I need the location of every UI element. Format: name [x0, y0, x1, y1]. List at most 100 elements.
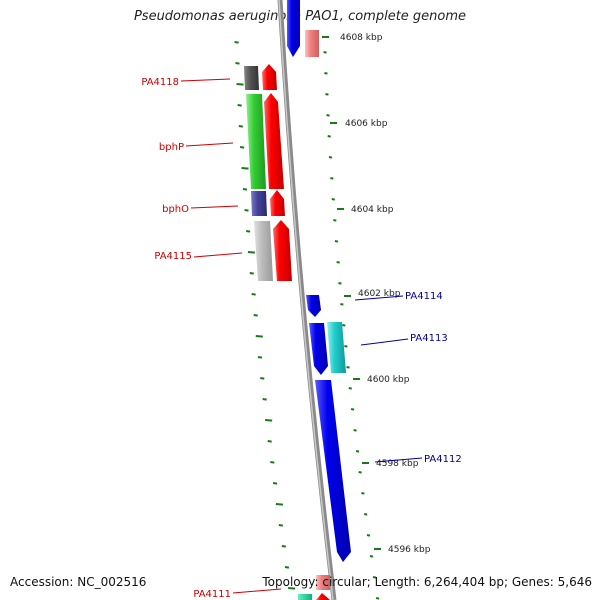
guide-dash: [246, 230, 251, 233]
gene-arrow-red-pa4118[interactable]: [262, 64, 277, 90]
gene-block-purple-bpho[interactable]: [251, 191, 267, 216]
guide-dash: [372, 576, 377, 579]
accession-text: Accession: NC_002516: [10, 575, 147, 589]
left-dash-guide: [234, 41, 296, 590]
genome-summary-text: Topology: circular; Length: 6,264,404 bp…: [262, 575, 592, 589]
gene-block-gray-pa4118[interactable]: [244, 66, 259, 90]
tick-label: 4600 kbp: [367, 375, 410, 385]
guide-dash: [237, 104, 242, 107]
backbone-highlight: [278, 0, 334, 600]
guide-dash: [270, 461, 275, 464]
guide-dash: [235, 62, 240, 65]
guide-dash: [344, 345, 348, 348]
guide-dash: [361, 492, 365, 495]
right-dash-guide: [323, 51, 380, 600]
gene-label-pa4113[interactable]: PA4113: [410, 333, 448, 344]
guide-dash: [355, 450, 360, 453]
guide-dash: [331, 198, 335, 201]
guide-dash: [288, 587, 296, 590]
guide-dash: [348, 387, 352, 390]
guide-dash: [272, 482, 278, 485]
gene-arrow-blue-pa4114[interactable]: [306, 295, 321, 317]
gene-label-bphp[interactable]: bphP: [159, 142, 184, 153]
tick-label: 4604 kbp: [351, 205, 394, 215]
gene-label-pa4115[interactable]: PA4115: [154, 251, 192, 262]
guide-dash: [328, 156, 333, 159]
guide-dash: [340, 303, 344, 306]
guide-dash: [253, 314, 258, 317]
guide-dash: [257, 356, 263, 359]
guide-dash: [369, 555, 374, 558]
guide-dash: [249, 272, 254, 275]
tick-label: 4602 kbp: [358, 289, 401, 299]
gene-arrow-red-bottom[interactable]: [316, 593, 330, 600]
guide-dash: [239, 146, 245, 149]
guide-dash: [336, 261, 340, 264]
guide-dash: [281, 545, 286, 548]
tick-label: 4598 kbp: [376, 459, 419, 469]
gene-block-teal-bottom[interactable]: [298, 594, 312, 600]
guide-dash: [326, 114, 330, 117]
leader-line-pa4118: [180, 78, 231, 82]
guide-dash: [262, 398, 267, 401]
gene-arrow-blue-top[interactable]: [287, 0, 300, 57]
gene-block-pink-bottom[interactable]: [316, 575, 330, 590]
guide-dash: [255, 335, 263, 338]
gene-label-pa4111[interactable]: PA4111: [193, 589, 231, 600]
guide-dash: [375, 597, 380, 600]
guide-dash: [241, 167, 249, 170]
gene-block-lightgray-pa4115[interactable]: [254, 221, 273, 281]
tick-label: 4608 kbp: [340, 33, 383, 43]
guide-dash: [323, 51, 327, 54]
guide-dash: [275, 503, 283, 506]
tick-label: 4596 kbp: [388, 545, 431, 555]
guide-dash: [330, 177, 334, 180]
guide-dash: [267, 440, 272, 443]
guide-dash: [346, 366, 350, 369]
leader-line-pa4112: [374, 457, 423, 463]
guide-dash: [234, 41, 239, 44]
gene-arrow-red-bpho[interactable]: [270, 190, 285, 216]
gene-arrow-red-pa4115[interactable]: [273, 220, 292, 281]
tick-label: 4606 kbp: [345, 119, 388, 129]
guide-dash: [284, 566, 290, 569]
gene-block-green-bphp[interactable]: [246, 94, 266, 189]
guide-dash: [342, 324, 346, 327]
leader-line-bphp: [185, 142, 234, 147]
guide-dash: [350, 408, 355, 411]
guide-dash: [265, 419, 273, 422]
leader-line-bpho: [190, 205, 239, 209]
guide-dash: [334, 240, 339, 243]
gene-label-pa4114[interactable]: PA4114: [405, 291, 443, 302]
guide-dash: [242, 188, 248, 191]
leader-line-pa4115: [193, 252, 243, 258]
gene-label-pa4112[interactable]: PA4112: [424, 454, 462, 465]
guide-dash: [338, 282, 342, 285]
guide-dash: [324, 72, 328, 75]
guide-dash: [278, 524, 283, 527]
guide-dash: [327, 135, 331, 138]
guide-dash: [247, 251, 256, 254]
gene-arrow-blue-pa4112[interactable]: [315, 380, 351, 562]
gene-label-bpho[interactable]: bphO: [162, 204, 189, 215]
guide-dash: [358, 471, 362, 474]
gene-label-pa4118[interactable]: PA4118: [141, 77, 179, 88]
guide-dash: [325, 93, 329, 96]
gene-block-cyan-pa4113[interactable]: [327, 322, 346, 373]
leader-line-pa4114: [354, 295, 404, 301]
guide-dash: [366, 534, 371, 537]
guide-dash: [251, 293, 256, 296]
guide-dash: [353, 429, 357, 432]
guide-dash: [363, 513, 368, 516]
tick-group: 4608 kbp 4606 kbp 4604 kbp 4602 kbp 4600…: [322, 33, 431, 555]
backbone-line: [277, 0, 337, 600]
guide-dash: [333, 219, 337, 222]
guide-dash: [244, 209, 249, 212]
gene-arrow-blue-pa4113a[interactable]: [309, 323, 328, 375]
gene-arrow-red-bphp[interactable]: [264, 93, 284, 189]
guide-dash: [260, 377, 265, 380]
guide-dash: [238, 125, 243, 128]
leader-line-pa4111: [232, 588, 282, 594]
gene-block-pink-top[interactable]: [305, 30, 319, 57]
